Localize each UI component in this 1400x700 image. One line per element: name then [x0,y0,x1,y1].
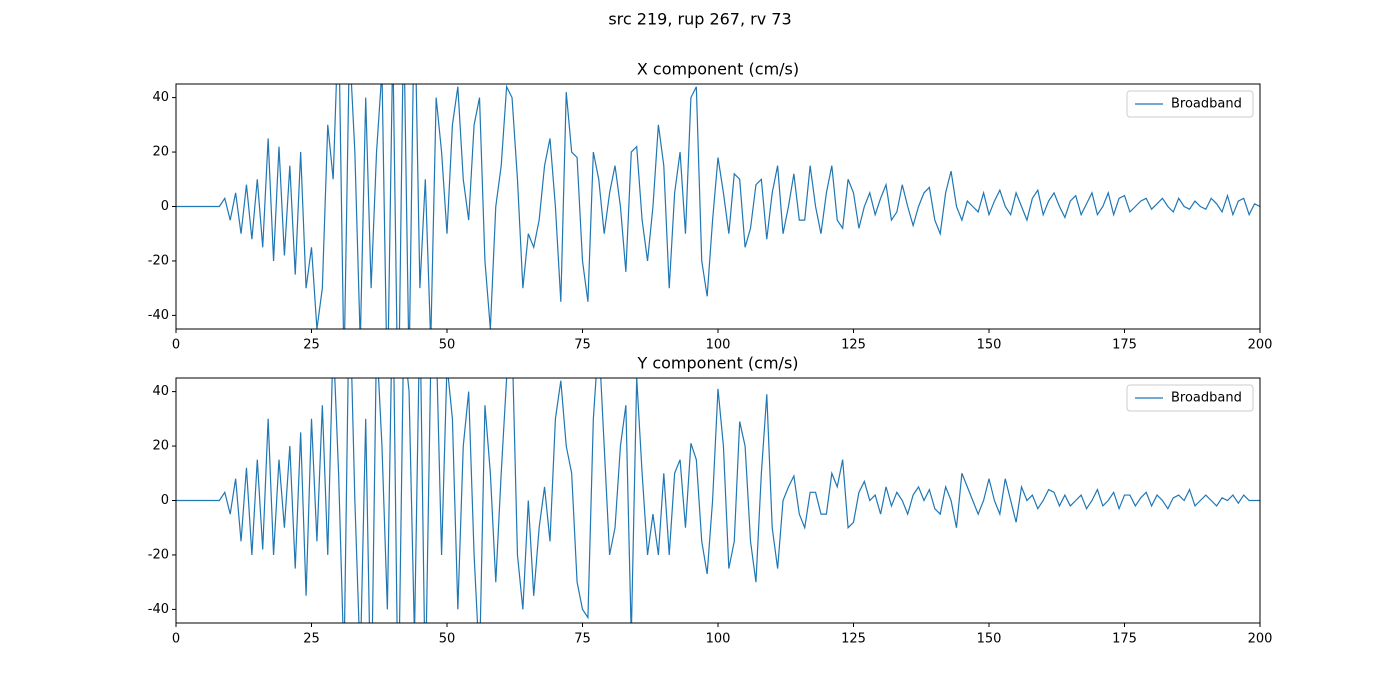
figure-title: src 219, rup 267, rv 73 [608,10,791,29]
x-tick-label: 125 [841,338,866,353]
x-tick-label: 150 [977,632,1002,647]
y-tick-label: 0 [161,493,169,508]
y-tick-label: 20 [152,439,169,454]
y-tick-label: 40 [152,384,169,399]
y-tick-label: -40 [148,308,169,323]
x-tick-label: 75 [574,632,591,647]
series-line [176,84,1260,329]
x-tick-label: 175 [1112,338,1137,353]
x-tick-label: 50 [439,338,456,353]
y-tick-label: -40 [148,602,169,617]
legend-box [1126,90,1254,118]
x-tick-label: 100 [706,338,731,353]
y-tick-label: 0 [161,199,169,214]
subplot-title: X component (cm/s) [637,60,799,79]
y-tick-label: 40 [152,90,169,105]
x-tick-label: 150 [977,338,1002,353]
series-line [176,378,1260,623]
x-tick-label: 175 [1112,632,1137,647]
x-tick-label: 75 [574,338,591,353]
x-tick-label: 200 [1248,632,1273,647]
subplot-title: Y component (cm/s) [636,354,798,373]
x-tick-label: 125 [841,632,866,647]
legend-box [1126,384,1254,412]
legend-label: Broadband [1171,97,1242,112]
x-tick-label: 50 [439,632,456,647]
axes-frame [175,377,1261,624]
x-tick-label: 25 [303,338,320,353]
x-tick-label: 200 [1248,338,1273,353]
y-tick-label: -20 [148,253,169,268]
y-tick-label: 20 [152,145,169,160]
x-tick-label: 25 [303,632,320,647]
x-tick-label: 0 [172,338,180,353]
x-tick-label: 0 [172,632,180,647]
subplot: Y component (cm/s)0 25 50 75 100 125 150 175 200… [148,354,1273,647]
subplot: X component (cm/s)0 25 50 75 100 125 150 175 200… [148,60,1273,353]
x-tick-label: 100 [706,632,731,647]
y-tick-label: -20 [148,547,169,562]
legend-label: Broadband [1171,391,1242,406]
axes-frame [175,83,1261,330]
